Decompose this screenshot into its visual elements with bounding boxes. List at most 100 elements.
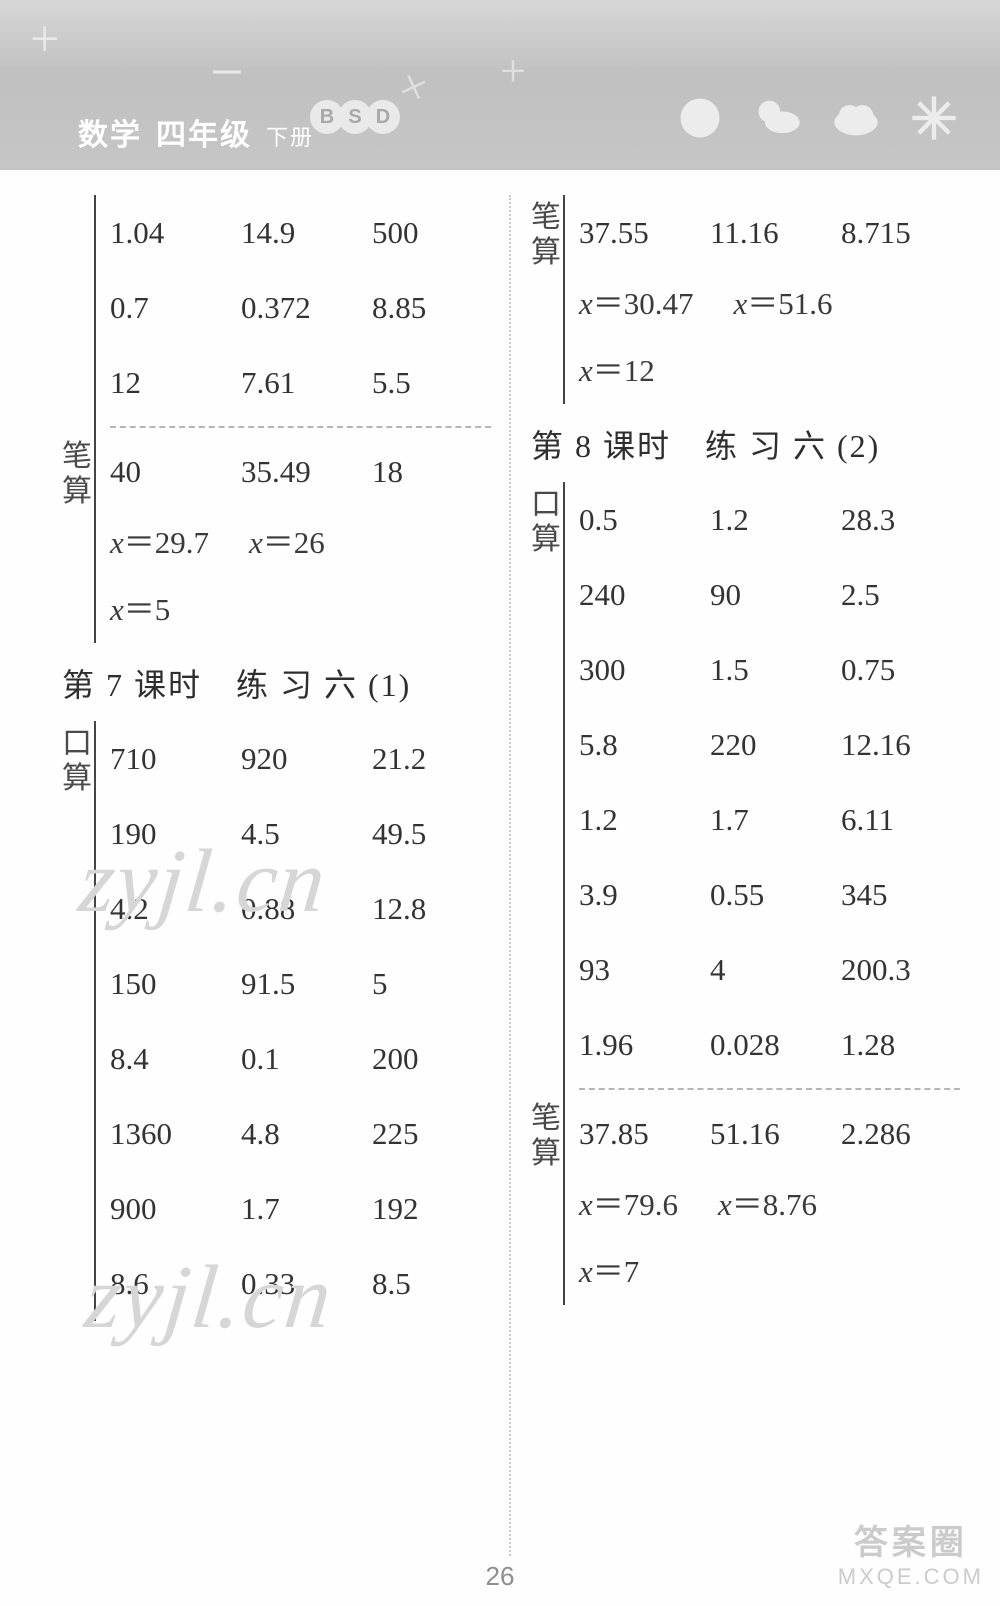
section-7-title: 第 7 课时 练 习 六 (1) <box>60 643 491 721</box>
cell: 220 <box>710 729 829 760</box>
table-row: 93 4 200.3 <box>579 932 960 1007</box>
cell: 1360 <box>110 1118 229 1149</box>
header-volume: 下册 <box>266 120 314 152</box>
cell: 1.5 <box>710 654 829 685</box>
cell: 200.3 <box>841 954 960 985</box>
weather-icons <box>674 92 960 144</box>
table-row: 1.2 1.7 6.11 <box>579 782 960 857</box>
deco-minus-icon: − <box>210 38 244 107</box>
dashed-divider <box>110 426 491 428</box>
right-column: 笔算 37.55 11.16 8.715 x＝30.47 x＝51.6 x＝12 <box>511 195 960 1556</box>
cell: 300 <box>579 654 698 685</box>
left-column: 1.04 14.9 500 0.7 0.372 8.85 12 7.61 5.5 <box>60 195 509 1556</box>
cell: 240 <box>579 579 698 610</box>
cell: 40 <box>110 456 229 487</box>
right-kousuan-label: 口算 <box>529 482 563 1096</box>
cell: 4.2 <box>110 893 229 924</box>
equation: x＝79.6 <box>579 1189 678 1220</box>
cell: 90 <box>710 579 829 610</box>
table-row: 1360 4.8 225 <box>110 1096 491 1171</box>
page: + − × + 数学 四年级 下册 B S D <box>0 0 1000 1606</box>
cloud-icon <box>830 92 882 144</box>
cell: 14.9 <box>241 217 360 248</box>
cell: 2.286 <box>841 1118 960 1149</box>
table-row: 190 4.5 49.5 <box>110 796 491 871</box>
cell: 192 <box>372 1193 491 1224</box>
cell: 91.5 <box>241 968 360 999</box>
cell: 28.3 <box>841 504 960 535</box>
cell: 4.8 <box>241 1118 360 1149</box>
left-top-block: 1.04 14.9 500 0.7 0.372 8.85 12 7.61 5.5 <box>60 195 491 434</box>
cell: 0.028 <box>710 1029 829 1060</box>
equation-row: x＝30.47 x＝51.6 <box>579 270 960 337</box>
cell: 11.16 <box>710 217 829 248</box>
corner-watermark: 答案圈 MXQE.COM <box>838 1515 984 1590</box>
sun-icon <box>674 92 726 144</box>
equation: x＝5 <box>110 594 170 625</box>
table-row: 1.04 14.9 500 <box>110 195 491 270</box>
cell: 12.16 <box>841 729 960 760</box>
header-subject: 数学 <box>78 110 142 154</box>
cell: 12 <box>110 367 229 398</box>
deco-plus2-icon: + <box>500 44 526 97</box>
section-8-title: 第 8 课时 练 习 六 (2) <box>529 404 960 482</box>
cell: 2.5 <box>841 579 960 610</box>
table-row: 300 1.5 0.75 <box>579 632 960 707</box>
equation: x＝30.47 <box>579 288 694 319</box>
table-row: 37.55 11.16 8.715 <box>579 195 960 270</box>
cell: 0.88 <box>241 893 360 924</box>
snowflake-icon <box>908 92 960 144</box>
cell: 0.372 <box>241 292 360 323</box>
header-badges: B S D <box>310 100 400 134</box>
header-grade: 四年级 <box>156 110 252 154</box>
table-row: 3.9 0.55 345 <box>579 857 960 932</box>
right-kousuan-block: 口算 0.5 1.2 28.3 240 90 2.5 300 1.5 <box>529 482 960 1096</box>
cell: 49.5 <box>372 818 491 849</box>
table-row: 8.4 0.1 200 <box>110 1021 491 1096</box>
left-kousuan-rows: 710 920 21.2 190 4.5 49.5 4.2 0.88 12.8 <box>94 721 491 1321</box>
cell: 1.04 <box>110 217 229 248</box>
equation-row: x＝12 <box>579 337 960 404</box>
corner-cn: 答案圈 <box>838 1515 984 1564</box>
cell: 0.33 <box>241 1268 360 1299</box>
cell: 0.75 <box>841 654 960 685</box>
cell: 4.5 <box>241 818 360 849</box>
cell: 6.11 <box>841 804 960 835</box>
table-row: 4.2 0.88 12.8 <box>110 871 491 946</box>
cell: 150 <box>110 968 229 999</box>
content: 1.04 14.9 500 0.7 0.372 8.85 12 7.61 5.5 <box>60 195 960 1556</box>
cell: 1.96 <box>579 1029 698 1060</box>
table-row: 710 920 21.2 <box>110 721 491 796</box>
cell: 1.2 <box>710 504 829 535</box>
equation-row: x＝79.6 x＝8.76 <box>579 1171 960 1238</box>
table-row: 40 35.49 18 <box>110 434 491 509</box>
cell: 1.7 <box>241 1193 360 1224</box>
cell: 5 <box>372 968 491 999</box>
cell: 0.7 <box>110 292 229 323</box>
cell: 18 <box>372 456 491 487</box>
left-kousuan-block: 口算 710 920 21.2 190 4.5 49.5 4.2 0.88 <box>60 721 491 1321</box>
right-bisuan-bottom-block: 笔算 37.85 51.16 2.286 x＝79.6 x＝8.76 x＝7 <box>529 1096 960 1305</box>
table-row: 1.96 0.028 1.28 <box>579 1007 960 1082</box>
cell: 7.61 <box>241 367 360 398</box>
left-top-spacer <box>60 195 94 434</box>
left-top-rows: 1.04 14.9 500 0.7 0.372 8.85 12 7.61 5.5 <box>94 195 491 434</box>
deco-plus-icon: + <box>30 10 59 69</box>
right-bisuan-top-block: 笔算 37.55 11.16 8.715 x＝30.47 x＝51.6 x＝12 <box>529 195 960 404</box>
right-bisuan-bottom-rows: 37.85 51.16 2.286 x＝79.6 x＝8.76 x＝7 <box>563 1096 960 1305</box>
cell: 51.16 <box>710 1118 829 1149</box>
cell: 0.55 <box>710 879 829 910</box>
table-row: 150 91.5 5 <box>110 946 491 1021</box>
cell: 200 <box>372 1043 491 1074</box>
table-row: 5.8 220 12.16 <box>579 707 960 782</box>
left-bisuan-label: 笔算 <box>60 434 94 643</box>
equation: x＝51.6 <box>734 288 833 319</box>
cell: 8.4 <box>110 1043 229 1074</box>
table-row: 240 90 2.5 <box>579 557 960 632</box>
equation-row: x＝29.7 x＝26 <box>110 509 491 576</box>
left-kousuan-label: 口算 <box>60 721 94 1321</box>
right-bisuan-top-label: 笔算 <box>529 195 563 404</box>
table-row: 37.85 51.16 2.286 <box>579 1096 960 1171</box>
cell: 35.49 <box>241 456 360 487</box>
cell: 0.1 <box>241 1043 360 1074</box>
